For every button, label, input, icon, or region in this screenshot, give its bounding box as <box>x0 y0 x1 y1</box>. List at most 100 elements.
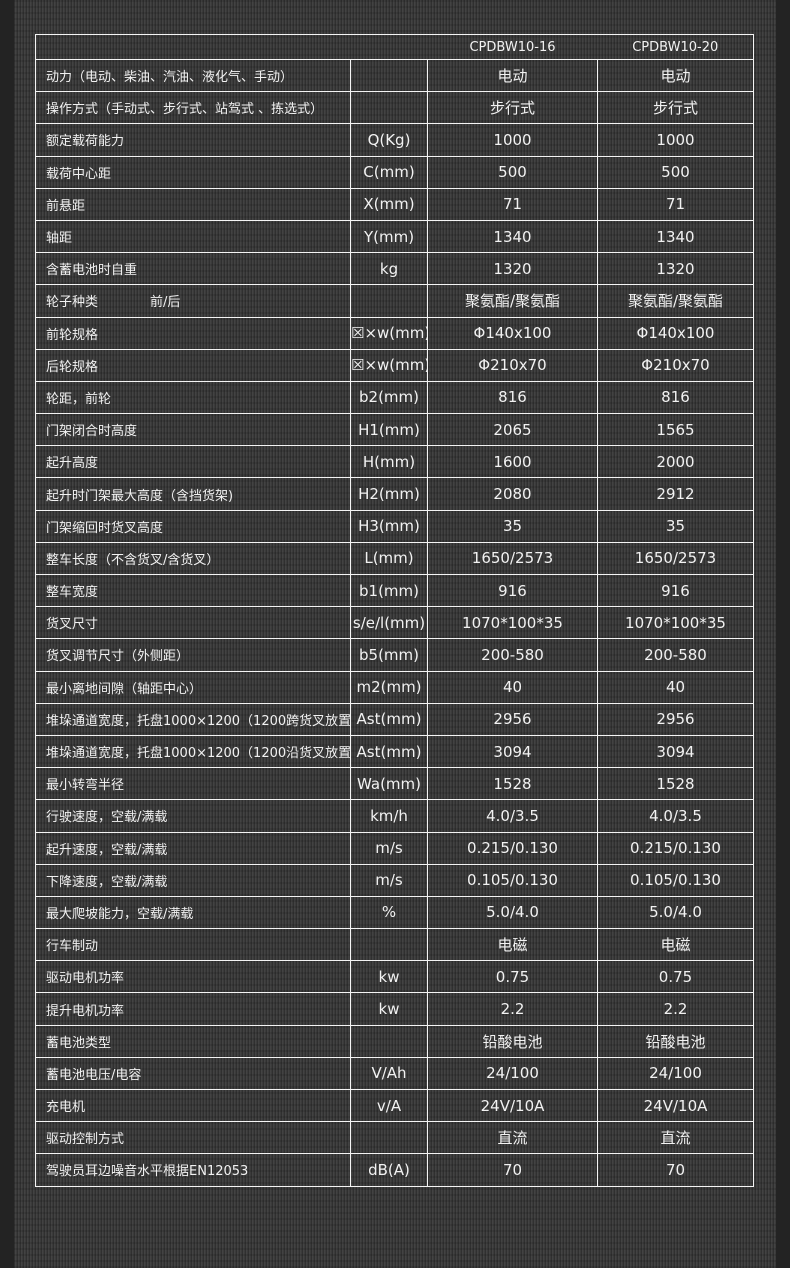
table-row: 整车长度（不含货叉/含货叉） L(mm) 1650/2573 1650/2573 <box>35 541 754 576</box>
spec-label: 堆垛通道宽度，托盘1000×1200（1200跨货叉放置) <box>35 702 351 736</box>
table-row: 轮距，前轮 b2(mm) 816 816 <box>35 380 754 415</box>
header-blank <box>350 34 428 60</box>
spec-label: 蓄电池类型 <box>35 1024 351 1058</box>
spec-label: 轴距 <box>35 219 351 254</box>
spec-unit: X(mm) <box>350 187 428 221</box>
spec-label: 含蓄电池时自重 <box>35 252 351 286</box>
spec-value-model-1: 1528 <box>427 767 598 801</box>
spec-table: CPDBW10-16 CPDBW10-20 动力（电动、柴油、汽油、液化气、手动… <box>35 34 754 1187</box>
spec-label: 门架闭合时高度 <box>35 413 351 447</box>
spec-label: 堆垛通道宽度，托盘1000×1200（1200沿货叉放置) <box>35 734 351 769</box>
table-header-row: CPDBW10-16 CPDBW10-20 <box>35 34 754 60</box>
spec-label: 整车宽度 <box>35 573 351 608</box>
table-row: 下降速度，空载/满载 m/s 0.105/0.130 0.105/0.130 <box>35 863 754 897</box>
spec-value-model-2: 直流 <box>597 1121 754 1155</box>
spec-value-model-1: 500 <box>427 155 598 189</box>
spec-value-model-2: 70 <box>597 1153 754 1187</box>
spec-unit: b1(mm) <box>350 573 428 608</box>
spec-unit: km/h <box>350 799 428 833</box>
spec-value-model-2: 24/100 <box>597 1056 754 1091</box>
spec-value-model-1: 电磁 <box>427 928 598 962</box>
table-row: 前轮规格 ☒×w(mm) Φ140x100 Φ140x100 <box>35 316 754 350</box>
spec-value-model-2: 200-580 <box>597 638 754 672</box>
table-row: 门架缩回时货叉高度 H3(mm) 35 35 <box>35 509 754 543</box>
spec-value-model-2: Φ210x70 <box>597 348 754 382</box>
spec-unit: v/A <box>350 1088 428 1123</box>
spec-label: 起升高度 <box>35 445 351 479</box>
spec-label: 动力（电动、柴油、汽油、液化气、手动） <box>35 58 351 93</box>
spec-value-model-1: 1000 <box>427 123 598 157</box>
table-row: 起升速度，空载/满载 m/s 0.215/0.130 0.215/0.130 <box>35 831 754 865</box>
spec-value-model-1: 70 <box>427 1153 598 1187</box>
spec-unit: H(mm) <box>350 445 428 479</box>
spec-value-model-2: 24V/10A <box>597 1088 754 1123</box>
table-row: 充电机 v/A 24V/10A 24V/10A <box>35 1088 754 1123</box>
spec-unit: H3(mm) <box>350 509 428 543</box>
spec-label: 驾驶员耳边噪音水平根据EN12053 <box>35 1153 351 1187</box>
table-row: 轴距 Y(mm) 1340 1340 <box>35 219 754 254</box>
spec-value-model-1: 0.75 <box>427 960 598 994</box>
spec-unit: Ast(mm) <box>350 734 428 769</box>
spec-value-model-2: 1565 <box>597 413 754 447</box>
spec-value-model-1: 816 <box>427 380 598 415</box>
table-row: 货叉尺寸 s/e/l(mm) 1070*100*35 1070*100*35 <box>35 606 754 640</box>
spec-value-model-2: 1528 <box>597 767 754 801</box>
table-row: 最小离地间隙（轴距中心） m2(mm) 40 40 <box>35 670 754 704</box>
spec-label: 起升速度，空载/满载 <box>35 831 351 865</box>
spec-label: 蓄电池电压/电容 <box>35 1056 351 1091</box>
spec-value-model-2: 4.0/3.5 <box>597 799 754 833</box>
spec-unit: ☒×w(mm) <box>350 316 428 350</box>
spec-unit: H1(mm) <box>350 413 428 447</box>
spec-value-model-2: 916 <box>597 573 754 608</box>
spec-unit: b5(mm) <box>350 638 428 672</box>
spec-unit <box>350 58 428 93</box>
spec-value-model-1: 0.105/0.130 <box>427 863 598 897</box>
spec-unit: kw <box>350 960 428 994</box>
spec-value-model-1: Φ140x100 <box>427 316 598 350</box>
spec-value-model-2: 1320 <box>597 252 754 286</box>
spec-value-model-1: 步行式 <box>427 91 598 125</box>
spec-unit <box>350 1024 428 1058</box>
spec-value-model-1: 3094 <box>427 734 598 769</box>
spec-label: 最小转弯半径 <box>35 767 351 801</box>
table-row: 整车宽度 b1(mm) 916 916 <box>35 573 754 608</box>
spec-value-model-2: 1650/2573 <box>597 541 754 576</box>
spec-value-model-2: 1000 <box>597 123 754 157</box>
spec-value-model-1: 聚氨酯/聚氨酯 <box>427 284 598 318</box>
table-row: 货叉调节尺寸（外侧距） b5(mm) 200-580 200-580 <box>35 638 754 672</box>
spec-unit <box>350 284 428 318</box>
header-model-2: CPDBW10-20 <box>597 34 754 60</box>
spec-label: 载荷中心距 <box>35 155 351 189</box>
spec-value-model-1: 直流 <box>427 1121 598 1155</box>
spec-value-model-2: 1340 <box>597 219 754 254</box>
spec-label: 下降速度，空载/满载 <box>35 863 351 897</box>
spec-unit: m/s <box>350 863 428 897</box>
spec-value-model-2: 2956 <box>597 702 754 736</box>
spec-label: 充电机 <box>35 1088 351 1123</box>
spec-value-model-1: 35 <box>427 509 598 543</box>
table-row: 前悬距 X(mm) 71 71 <box>35 187 754 221</box>
spec-value-model-1: 24/100 <box>427 1056 598 1091</box>
spec-value-model-2: 电磁 <box>597 928 754 962</box>
table-row: 载荷中心距 C(mm) 500 500 <box>35 155 754 189</box>
spec-value-model-1: 2.2 <box>427 992 598 1026</box>
spec-unit: m/s <box>350 831 428 865</box>
spec-value-model-1: 铅酸电池 <box>427 1024 598 1058</box>
spec-value-model-1: 2065 <box>427 413 598 447</box>
table-row: 额定载荷能力 Q(Kg) 1000 1000 <box>35 123 754 157</box>
spec-value-model-2: 铅酸电池 <box>597 1024 754 1058</box>
table-row: 起升高度 H(mm) 1600 2000 <box>35 445 754 479</box>
spec-label: 后轮规格 <box>35 348 351 382</box>
spec-label: 起升时门架最大高度（含挡货架) <box>35 477 351 511</box>
table-row: 堆垛通道宽度，托盘1000×1200（1200沿货叉放置) Ast(mm) 3094… <box>35 734 754 769</box>
table-row: 起升时门架最大高度（含挡货架) H2(mm) 2080 2912 <box>35 477 754 511</box>
spec-unit: Ast(mm) <box>350 702 428 736</box>
table-row: 后轮规格 ☒×w(mm) Φ210x70 Φ210x70 <box>35 348 754 382</box>
spec-value-model-1: 71 <box>427 187 598 221</box>
spec-value-model-1: 5.0/4.0 <box>427 895 598 930</box>
spec-value-model-1: 916 <box>427 573 598 608</box>
table-row: 含蓄电池时自重 kg 1320 1320 <box>35 252 754 286</box>
spec-label: 最小离地间隙（轴距中心） <box>35 670 351 704</box>
spec-label: 额定载荷能力 <box>35 123 351 157</box>
spec-unit: kw <box>350 992 428 1026</box>
